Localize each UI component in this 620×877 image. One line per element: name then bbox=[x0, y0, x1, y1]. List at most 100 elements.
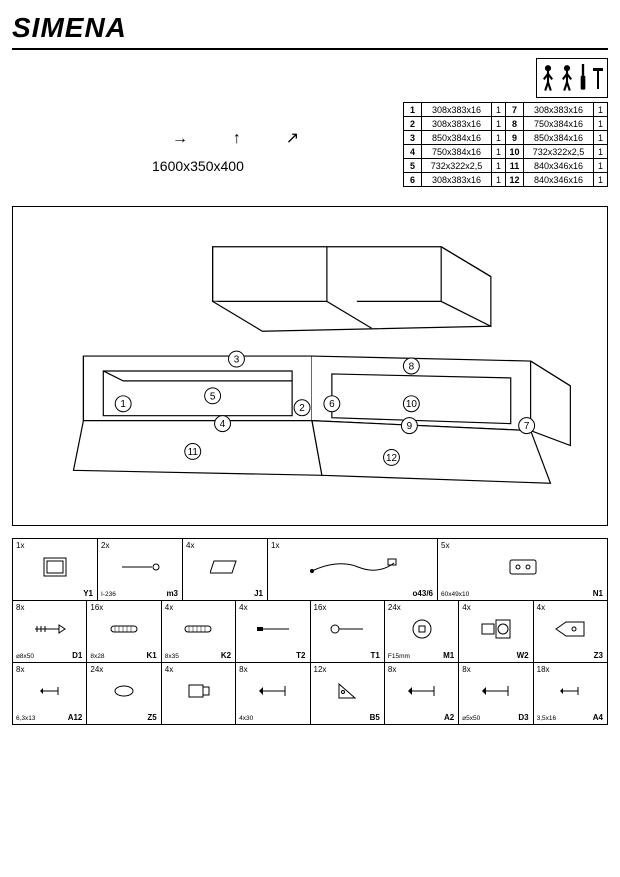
svg-text:7: 7 bbox=[524, 421, 530, 432]
hw-sub: 3,5x16 bbox=[537, 715, 557, 722]
svg-text:8: 8 bbox=[409, 361, 415, 372]
requirements-box bbox=[536, 58, 608, 98]
hw-sub: 6,3x13 bbox=[16, 715, 36, 722]
hardware-cell: 5x60x49x10N1 bbox=[438, 539, 608, 601]
hw-qty: 2x bbox=[101, 541, 109, 550]
hw-sub: 8x28 bbox=[90, 653, 104, 660]
hw-icon bbox=[109, 623, 139, 637]
hw-code: J1 bbox=[254, 589, 263, 598]
hw-icon bbox=[185, 681, 211, 703]
part-qty: 1 bbox=[594, 103, 608, 117]
hardware-cell: 16xT1 bbox=[311, 601, 385, 663]
hw-code: Y1 bbox=[83, 589, 93, 598]
hw-code: M1 bbox=[443, 651, 454, 660]
hardware-cell: 1x Y1 bbox=[13, 539, 98, 601]
hw-code: o43/6 bbox=[413, 589, 433, 598]
hw-icon bbox=[210, 557, 240, 579]
hw-qty: 5x bbox=[441, 541, 449, 550]
person-icon bbox=[560, 64, 574, 92]
hw-icon bbox=[480, 684, 512, 700]
hw-qty: 16x bbox=[90, 603, 103, 612]
svg-text:12: 12 bbox=[386, 453, 398, 464]
hw-sub: ⌀5x50 bbox=[462, 714, 480, 722]
part-qty: 1 bbox=[492, 117, 506, 131]
hw-qty: 24x bbox=[90, 665, 103, 674]
hardware-cell: 2xI-236m3 bbox=[98, 539, 183, 601]
hw-code: T2 bbox=[296, 651, 305, 660]
hardware-cell: 18x 3,5x16 A4 bbox=[534, 663, 608, 725]
parts-table: 1308x383x1617308x383x1612308x383x1618750… bbox=[403, 102, 608, 187]
part-qty: 1 bbox=[594, 117, 608, 131]
hw-qty: 12x bbox=[314, 665, 327, 674]
svg-text:5: 5 bbox=[210, 391, 216, 402]
hw-code: B5 bbox=[370, 713, 380, 722]
hw-code: m3 bbox=[166, 589, 178, 598]
hw-code: K2 bbox=[221, 651, 231, 660]
product-title: SIMENA bbox=[12, 12, 608, 44]
hw-qty: 8x bbox=[239, 665, 247, 674]
diagram-svg: 123456789101112 bbox=[13, 207, 607, 525]
hardware-cell: 8x⌀5x50D3 bbox=[459, 663, 533, 725]
hardware-cell: 4x T2 bbox=[236, 601, 310, 663]
hw-icon bbox=[480, 618, 512, 642]
hw-icon bbox=[554, 620, 586, 640]
hw-sub: 8x35 bbox=[165, 653, 179, 660]
hw-icon bbox=[255, 623, 291, 637]
part-dim: 308x383x16 bbox=[524, 103, 594, 117]
part-qty: 1 bbox=[492, 131, 506, 145]
part-num: 11 bbox=[506, 159, 524, 173]
hw-qty: 4x bbox=[462, 603, 470, 612]
hw-code: Z3 bbox=[594, 651, 603, 660]
hw-icon bbox=[40, 554, 70, 582]
part-qty: 1 bbox=[594, 159, 608, 173]
hw-code: T1 bbox=[371, 651, 380, 660]
part-dim: 750x384x16 bbox=[422, 145, 492, 159]
hw-code: A12 bbox=[68, 713, 83, 722]
part-dim: 308x383x16 bbox=[422, 117, 492, 131]
hw-icon bbox=[113, 684, 135, 700]
hardware-cell: 8x 6,3x13 A12 bbox=[13, 663, 87, 725]
hardware-cell: 4x W2 bbox=[459, 601, 533, 663]
hw-code: W2 bbox=[517, 651, 529, 660]
hardware-cell: 4xJ1 bbox=[183, 539, 268, 601]
hammer-icon bbox=[593, 64, 603, 92]
top-section: 1308x383x1617308x383x1612308x383x1618750… bbox=[12, 58, 608, 198]
part-dim: 732x322x2,5 bbox=[422, 159, 492, 173]
hw-code: A4 bbox=[593, 713, 603, 722]
part-dim: 750x384x16 bbox=[524, 117, 594, 131]
hw-qty: 4x bbox=[165, 665, 173, 674]
hardware-cell: 24xF15mmM1 bbox=[385, 601, 459, 663]
hw-qty: 1x bbox=[271, 541, 279, 550]
part-dim: 850x384x16 bbox=[422, 131, 492, 145]
overall-dimensions: 1600x350x400 bbox=[152, 158, 244, 174]
hw-icon bbox=[33, 622, 67, 638]
hw-qty: 8x bbox=[16, 665, 24, 674]
hw-icon bbox=[183, 623, 213, 637]
hw-icon bbox=[38, 684, 62, 700]
hw-qty: 8x bbox=[388, 665, 396, 674]
hw-qty: 24x bbox=[388, 603, 401, 612]
part-qty: 1 bbox=[594, 145, 608, 159]
hardware-cell: 8x⌀8x50D1 bbox=[13, 601, 87, 663]
part-num: 2 bbox=[404, 117, 422, 131]
part-dim: 308x383x16 bbox=[422, 173, 492, 187]
part-qty: 1 bbox=[492, 173, 506, 187]
hw-icon bbox=[257, 684, 289, 700]
hw-icon bbox=[120, 559, 160, 577]
hardware-cell: 16x8x28K1 bbox=[87, 601, 161, 663]
hw-qty: 4x bbox=[239, 603, 247, 612]
part-dim: 732x322x2,5 bbox=[524, 145, 594, 159]
hw-qty: 18x bbox=[537, 665, 550, 674]
hw-icon bbox=[506, 556, 540, 580]
hw-code: N1 bbox=[593, 589, 603, 598]
part-num: 3 bbox=[404, 131, 422, 145]
hw-code: Z5 bbox=[147, 713, 156, 722]
part-dim: 850x384x16 bbox=[524, 131, 594, 145]
screwdriver-icon bbox=[578, 64, 588, 92]
person-icon bbox=[541, 64, 555, 92]
title-rule bbox=[12, 48, 608, 50]
hw-code: A2 bbox=[444, 713, 454, 722]
hw-code: D3 bbox=[518, 713, 528, 722]
part-qty: 1 bbox=[594, 173, 608, 187]
hw-qty: 1x bbox=[16, 541, 24, 550]
